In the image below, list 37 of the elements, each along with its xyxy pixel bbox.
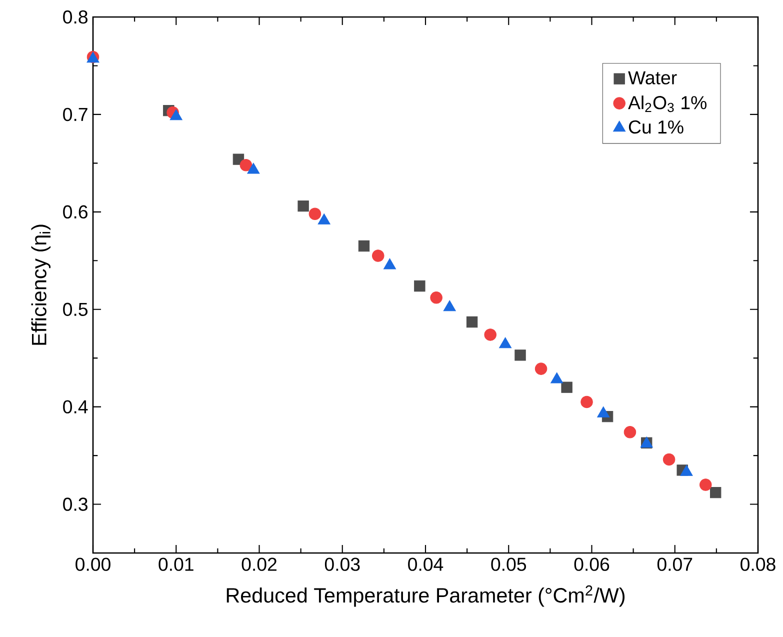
x-tick-label: 0.01 xyxy=(158,558,194,571)
point xyxy=(561,382,572,393)
point xyxy=(534,362,548,375)
point xyxy=(466,316,478,328)
y-tick-label: 0.7 xyxy=(63,108,88,122)
x-tick-label: 0.08 xyxy=(740,558,776,571)
x-tick-label: 0.00 xyxy=(76,558,110,571)
y-tick-label: 0.4 xyxy=(63,400,88,414)
x-tick-label: 0.03 xyxy=(324,558,360,571)
point xyxy=(662,453,676,466)
point xyxy=(430,292,442,304)
y-tick-label: 0.5 xyxy=(63,302,88,316)
point xyxy=(372,250,384,262)
point xyxy=(484,328,496,341)
y-tick-label: 0.3 xyxy=(63,498,88,511)
y-tick-label: 0.6 xyxy=(63,205,88,219)
point xyxy=(308,208,322,220)
y-axis-title: Efficiency (η$_{i}$) xyxy=(31,224,51,345)
legend-label: Cu 1% xyxy=(628,120,684,134)
x-tick-label: 0.02 xyxy=(242,558,276,571)
point xyxy=(414,280,426,292)
point xyxy=(580,396,593,408)
legend-label: Al$_{2}$O$_{3}$ 1% xyxy=(628,96,706,112)
point xyxy=(624,426,636,438)
x-tick-label: 0.07 xyxy=(657,558,692,571)
point xyxy=(240,159,252,172)
x-axis-title: Reduced Temperature Parameter (°Cm$^{2}$/W) xyxy=(226,585,625,607)
y-tick-label: 0.8 xyxy=(63,10,88,24)
point xyxy=(358,240,370,252)
point xyxy=(298,200,309,212)
x-tick-label: 0.05 xyxy=(491,558,526,571)
point xyxy=(710,486,722,498)
x-tick-label: 0.06 xyxy=(574,558,610,571)
x-tick-label: 0.04 xyxy=(408,558,444,571)
point xyxy=(699,478,712,491)
legend-label: Water xyxy=(628,71,677,84)
point xyxy=(514,350,526,361)
